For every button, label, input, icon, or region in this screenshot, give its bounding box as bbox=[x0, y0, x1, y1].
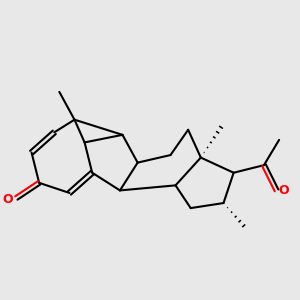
Text: O: O bbox=[279, 184, 289, 197]
Text: O: O bbox=[3, 193, 13, 206]
